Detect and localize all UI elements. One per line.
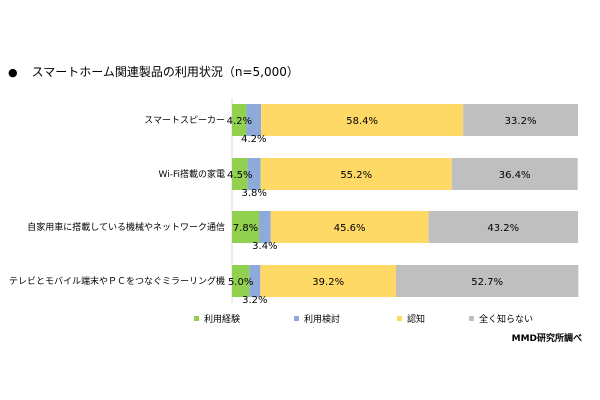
legend-item: 利用検討	[294, 312, 340, 325]
data-label: 45.6%	[334, 223, 366, 234]
data-label: 4.5%	[227, 170, 252, 181]
data-label: 4.2%	[241, 134, 266, 145]
legend-item: 利用経験	[194, 312, 240, 325]
data-label: 3.8%	[241, 188, 266, 199]
legend-swatch	[469, 316, 474, 321]
data-label: 33.2%	[505, 116, 537, 127]
bar-segment	[247, 158, 261, 190]
chart-title: ● スマートホーム関連製品の利用状況（n=5,000）	[8, 63, 299, 80]
data-label: 4.2%	[227, 116, 252, 127]
bar-segment	[258, 211, 271, 243]
bar-segment	[261, 104, 464, 136]
legend-label: 利用経験	[204, 315, 241, 325]
legend-label: 全く知らない	[479, 315, 534, 325]
data-label: 3.4%	[252, 241, 277, 252]
bar-segment	[249, 265, 261, 297]
legend-swatch	[294, 316, 299, 321]
legend-label: 認知	[407, 315, 426, 325]
data-label: 3.2%	[242, 295, 267, 306]
data-label: 52.7%	[471, 277, 503, 288]
bar-segment	[232, 158, 248, 190]
bar-segment	[396, 265, 579, 297]
bar-segment	[451, 158, 578, 190]
bar-segment	[428, 211, 578, 243]
bar-segment	[232, 211, 259, 243]
bullet-icon: ●	[8, 66, 18, 79]
chart-legend: 利用経験 利用検討 認知 全く知らない	[0, 312, 600, 326]
bar-segment	[463, 104, 578, 136]
legend-swatch	[194, 316, 199, 321]
source-note: MMD研究所調べ	[511, 334, 582, 344]
data-label: 43.2%	[487, 223, 519, 234]
legend-swatch	[397, 316, 402, 321]
bar-segment	[232, 104, 247, 136]
bar-segment	[232, 265, 250, 297]
data-label: 39.2%	[312, 277, 344, 288]
chart-title-text: スマートホーム関連製品の利用状況（n=5,000）	[31, 65, 299, 79]
data-label: 55.2%	[340, 170, 372, 181]
data-label: 58.4%	[346, 116, 378, 127]
data-label: 5.0%	[228, 277, 253, 288]
data-label: 7.8%	[233, 223, 258, 234]
data-label: 36.4%	[499, 170, 531, 181]
bar-segment	[260, 265, 397, 297]
category-label: Wi-Fi搭載の家電	[159, 168, 225, 180]
legend-item: 全く知らない	[469, 312, 533, 325]
category-label: 自家用車に搭載している機械やネットワーク通信	[27, 221, 225, 233]
bar-segment	[260, 158, 452, 190]
category-label: スマートスピーカー	[144, 115, 225, 126]
legend-label: 利用検討	[304, 315, 341, 325]
legend-item: 認知	[397, 312, 425, 325]
bar-segment	[270, 211, 429, 243]
bar-segment	[246, 104, 262, 136]
category-label: テレビとモバイル端末やＰＣをつなぐミラーリング機	[9, 275, 225, 287]
